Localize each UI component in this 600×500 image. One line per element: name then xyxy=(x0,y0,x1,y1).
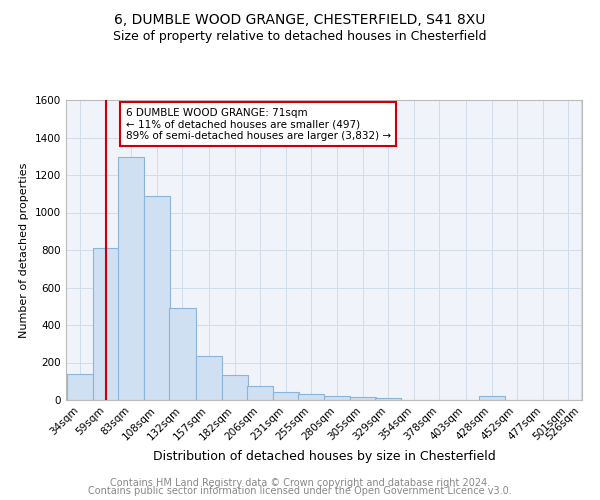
Text: Contains public sector information licensed under the Open Government Licence v3: Contains public sector information licen… xyxy=(88,486,512,496)
Bar xyxy=(479,396,505,400)
Bar xyxy=(93,248,119,400)
Text: 6 DUMBLE WOOD GRANGE: 71sqm
← 11% of detached houses are smaller (497)
89% of se: 6 DUMBLE WOOD GRANGE: 71sqm ← 11% of det… xyxy=(125,108,391,140)
Y-axis label: Number of detached properties: Number of detached properties xyxy=(19,162,29,338)
Bar xyxy=(324,396,350,400)
Bar xyxy=(221,374,248,400)
Text: Size of property relative to detached houses in Chesterfield: Size of property relative to detached ho… xyxy=(113,30,487,43)
Text: 6, DUMBLE WOOD GRANGE, CHESTERFIELD, S41 8XU: 6, DUMBLE WOOD GRANGE, CHESTERFIELD, S41… xyxy=(115,12,485,26)
Bar xyxy=(375,398,401,400)
Bar xyxy=(169,308,196,400)
X-axis label: Distribution of detached houses by size in Chesterfield: Distribution of detached houses by size … xyxy=(152,450,496,463)
Bar xyxy=(350,397,376,400)
Bar xyxy=(298,394,324,400)
Bar xyxy=(145,196,170,400)
Bar xyxy=(118,157,145,400)
Bar xyxy=(196,356,221,400)
Bar xyxy=(273,392,299,400)
Text: Contains HM Land Registry data © Crown copyright and database right 2024.: Contains HM Land Registry data © Crown c… xyxy=(110,478,490,488)
Bar xyxy=(67,374,93,400)
Bar xyxy=(247,386,273,400)
